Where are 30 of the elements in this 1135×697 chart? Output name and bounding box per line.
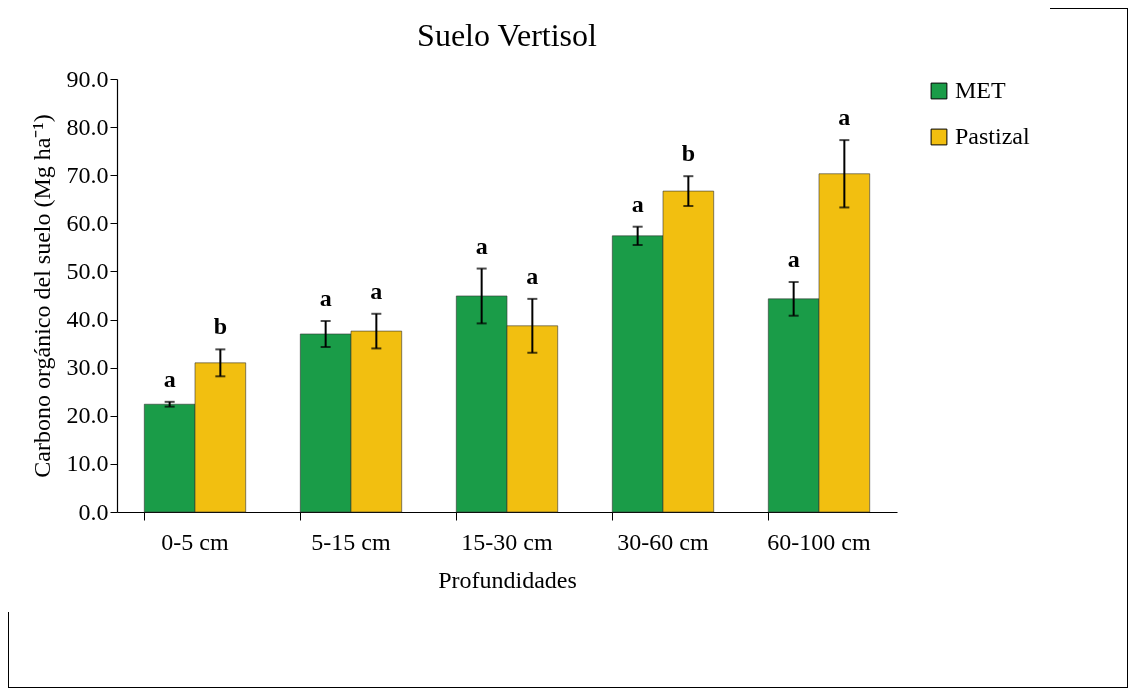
y-tick-label: 20.0 (66, 402, 109, 429)
data-label: a (370, 277, 383, 304)
y-tick-label: 70.0 (66, 161, 109, 188)
data-label: a (787, 246, 800, 273)
x-tick-label: 60-100 cm (767, 528, 871, 555)
x-tick-label: 0-5 cm (161, 528, 229, 555)
y-tick-label: 30.0 (66, 354, 109, 381)
data-label: a (631, 190, 644, 217)
legend-label: Pastizal (955, 123, 1030, 149)
data-label: a (319, 285, 332, 311)
y-tick-label: 50.0 (66, 257, 109, 284)
data-label: a (163, 365, 176, 392)
x-tick-label: 30-60 cm (617, 528, 709, 555)
legend-label: MET (955, 77, 1006, 103)
y-tick-label: 40.0 (66, 306, 109, 333)
data-label: a (526, 262, 539, 289)
y-tick-label: 10.0 (66, 450, 109, 477)
y-tick-label: 0.0 (78, 498, 109, 525)
data-label: a (475, 232, 488, 259)
y-tick-label: 90.0 (66, 65, 109, 92)
x-axis-title: Profundidades (438, 566, 577, 593)
y-axis-title: Carbono orgánico del suelo (Mg ha⁻¹) (28, 114, 55, 478)
x-tick-label: 15-30 cm (461, 528, 553, 555)
data-label: a (838, 104, 851, 131)
y-tick-label: 60.0 (66, 209, 109, 236)
data-label: b (213, 313, 228, 340)
chart-title: Suelo Vertisol (417, 17, 598, 53)
data-label: b (681, 140, 696, 167)
y-tick-label: 80.0 (66, 113, 109, 140)
x-tick-label: 5-15 cm (311, 528, 391, 555)
